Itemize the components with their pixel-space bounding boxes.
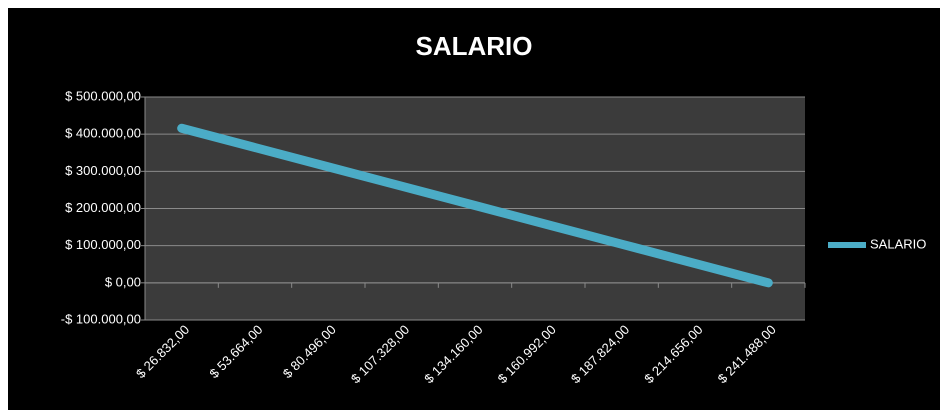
y-tick-label: $ 200.000,00 xyxy=(65,200,141,215)
y-tick-label: $ 500.000,00 xyxy=(65,88,141,103)
y-tick-label: $ 300.000,00 xyxy=(65,163,141,178)
chart-title: SALARIO xyxy=(416,31,533,61)
y-tick-label: $ 0,00 xyxy=(105,274,141,289)
y-tick-label: $ 400.000,00 xyxy=(65,126,141,141)
y-tick-label: $ 100.000,00 xyxy=(65,237,141,252)
y-tick-label: -$ 100.000,00 xyxy=(61,311,141,326)
legend-label: SALARIO xyxy=(870,236,926,251)
series-line xyxy=(177,123,773,288)
